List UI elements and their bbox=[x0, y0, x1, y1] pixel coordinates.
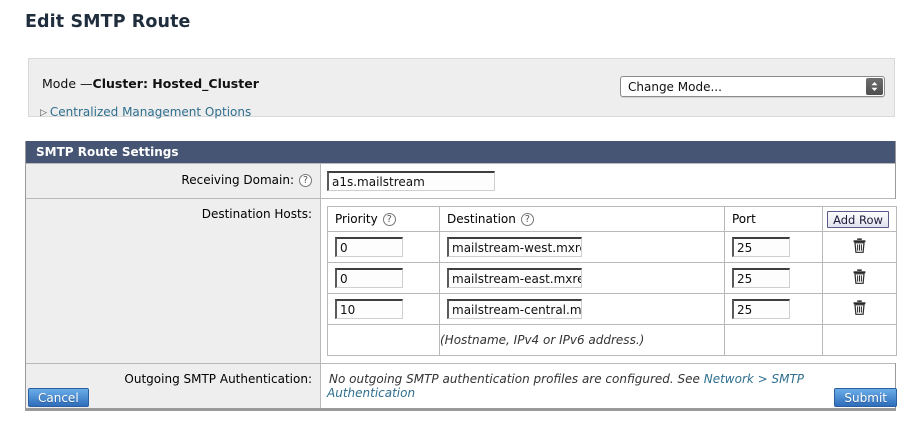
disclosure-triangle-icon: ▷ bbox=[40, 108, 47, 118]
help-icon[interactable]: ? bbox=[520, 212, 534, 226]
receiving-domain-input[interactable]: a1s.mailstream bbox=[327, 171, 495, 191]
port-input[interactable]: 25 bbox=[732, 299, 790, 319]
trash-icon[interactable] bbox=[853, 238, 866, 253]
column-header-port: Port bbox=[724, 206, 823, 232]
table-header-row: Priority ? Destination ? Port bbox=[327, 206, 897, 232]
destination-input[interactable]: mailstream-central.m bbox=[447, 299, 582, 319]
outgoing-auth-message: No outgoing SMTP authentication profiles… bbox=[329, 372, 704, 386]
receiving-domain-label-cell: Receiving Domain: ? bbox=[26, 164, 321, 198]
table-row: 0 mailstream-west.mxre 25 bbox=[327, 231, 897, 263]
cancel-button[interactable]: Cancel bbox=[28, 388, 89, 407]
outgoing-auth-field-cell: No outgoing SMTP authentication profiles… bbox=[321, 364, 895, 408]
mode-bar: Mode —Cluster: Hosted_Cluster ▷ Centraliz… bbox=[28, 58, 895, 119]
cell-hint-spacer-port bbox=[724, 324, 823, 356]
receiving-domain-field-cell: a1s.mailstream bbox=[321, 164, 895, 198]
column-header-priority: Priority ? bbox=[327, 206, 440, 232]
cell-port: 25 bbox=[724, 231, 823, 263]
smtp-route-settings-panel: SMTP Route Settings Receiving Domain: ? … bbox=[25, 141, 897, 411]
destination-input[interactable]: mailstream-east.mxre bbox=[447, 268, 582, 288]
outgoing-auth-label: Outgoing SMTP Authentication: bbox=[124, 372, 312, 386]
cell-port: 25 bbox=[724, 293, 823, 325]
column-header-port-label: Port bbox=[732, 212, 756, 226]
cell-hint-spacer-actions bbox=[822, 324, 897, 356]
column-header-priority-label: Priority bbox=[335, 212, 378, 226]
port-input[interactable]: 25 bbox=[732, 268, 790, 288]
priority-input[interactable]: 10 bbox=[335, 299, 403, 319]
column-header-actions: Add Row bbox=[822, 206, 897, 232]
cell-destination: mailstream-east.mxre bbox=[439, 262, 725, 294]
cell-delete bbox=[822, 231, 897, 263]
cell-delete bbox=[822, 293, 897, 325]
cell-port: 25 bbox=[724, 262, 823, 294]
destination-hosts-row: Destination Hosts: Priority ? bbox=[26, 198, 897, 363]
change-mode-selected-value: Change Mode... bbox=[628, 80, 722, 94]
destination-hosts-table: Priority ? Destination ? Port bbox=[327, 206, 897, 356]
cell-priority: 10 bbox=[327, 293, 440, 325]
mode-status: Mode —Cluster: Hosted_Cluster bbox=[42, 76, 259, 91]
mode-value-label: Cluster: Hosted_Cluster bbox=[92, 76, 259, 91]
table-hint-row: (Hostname, IPv4 or IPv6 address.) bbox=[327, 324, 897, 356]
destination-hosts-body: 0 mailstream-west.mxre 25 bbox=[327, 231, 897, 356]
receiving-domain-row: Receiving Domain: ? a1s.mailstream bbox=[26, 163, 895, 198]
help-icon[interactable]: ? bbox=[299, 173, 312, 187]
trash-icon[interactable] bbox=[853, 300, 866, 315]
table-row: 10 mailstream-central.m 25 bbox=[327, 293, 897, 325]
receiving-domain-label: Receiving Domain: bbox=[181, 173, 294, 187]
mode-prefix-label: Mode — bbox=[42, 76, 93, 91]
outgoing-smtp-authentication-row: Outgoing SMTP Authentication: No outgoin… bbox=[26, 363, 895, 410]
trash-icon[interactable] bbox=[853, 269, 866, 284]
stepper-arrows-icon[interactable] bbox=[866, 78, 883, 95]
cell-priority: 0 bbox=[327, 231, 440, 263]
cell-destination: mailstream-west.mxre bbox=[439, 231, 725, 263]
centralized-management-options-link[interactable]: ▷ Centralized Management Options bbox=[40, 105, 251, 119]
destination-input[interactable]: mailstream-west.mxre bbox=[447, 237, 582, 257]
destination-hint-text: (Hostname, IPv4 or IPv6 address.) bbox=[439, 324, 725, 356]
smtp-authentication-link[interactable]: Network > SMTP Authentication bbox=[327, 372, 805, 400]
table-row: 0 mailstream-east.mxre 25 bbox=[327, 262, 897, 294]
destination-hosts-field-cell: Priority ? Destination ? Port bbox=[321, 199, 897, 363]
destination-hosts-label: Destination Hosts: bbox=[201, 207, 312, 221]
cell-priority: 0 bbox=[327, 262, 440, 294]
cell-destination: mailstream-central.m bbox=[439, 293, 725, 325]
help-icon[interactable]: ? bbox=[382, 212, 396, 226]
column-header-destination: Destination ? bbox=[439, 206, 725, 232]
panel-header-title: SMTP Route Settings bbox=[26, 141, 895, 163]
port-input[interactable]: 25 bbox=[732, 237, 790, 257]
column-header-destination-label: Destination bbox=[447, 212, 516, 226]
priority-input[interactable]: 0 bbox=[335, 268, 403, 288]
centralized-management-options-label: Centralized Management Options bbox=[49, 105, 252, 119]
destination-hosts-label-cell: Destination Hosts: bbox=[26, 199, 321, 363]
change-mode-select[interactable]: Change Mode... bbox=[620, 76, 885, 97]
submit-button[interactable]: Submit bbox=[834, 388, 897, 407]
cell-hint-spacer bbox=[327, 324, 440, 356]
page-title: Edit SMTP Route bbox=[25, 12, 191, 32]
priority-input[interactable]: 0 bbox=[335, 237, 403, 257]
add-row-button[interactable]: Add Row bbox=[827, 210, 889, 228]
cell-delete bbox=[822, 262, 897, 294]
